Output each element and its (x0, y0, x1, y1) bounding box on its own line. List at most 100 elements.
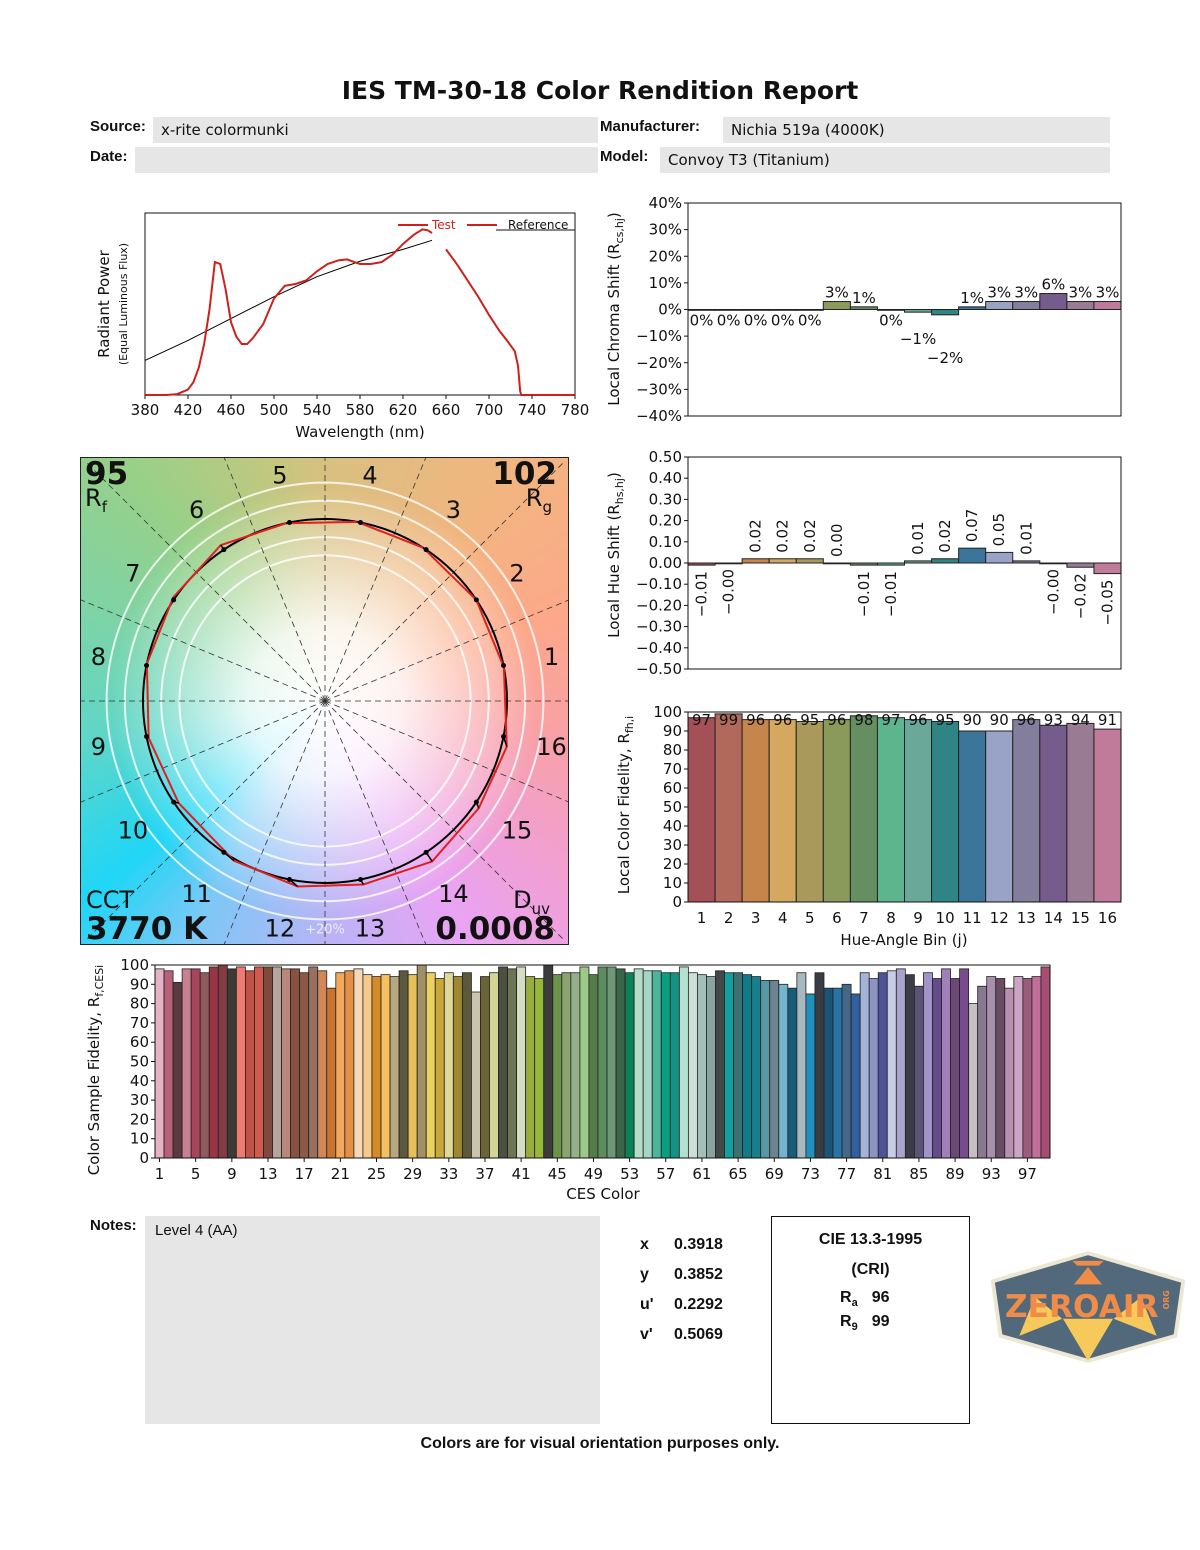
x-tick-label: 660 (432, 401, 461, 419)
bar (615, 968, 626, 1159)
x-tick-label: 16 (1098, 909, 1117, 927)
reference-spectrum-line (144, 239, 433, 361)
bar (163, 970, 174, 1159)
bar (1012, 560, 1041, 564)
local-fidelity-label: 96 (746, 711, 765, 729)
bar (434, 978, 445, 1159)
chroma-shift-label: 0% (717, 312, 741, 330)
hue-bin-boundary (324, 458, 427, 702)
bar (380, 974, 391, 1159)
x-tick-label: 11 (963, 909, 982, 927)
bar (958, 547, 987, 564)
bar (904, 974, 915, 1159)
local-fidelity-y-label-text: Local Color Fidelity, R (615, 733, 633, 894)
bar (904, 309, 933, 313)
bar (181, 968, 192, 1159)
x-tick-label: 12 (990, 909, 1009, 927)
bar (1066, 301, 1095, 311)
bar (751, 976, 762, 1159)
rf-label: Rf (85, 484, 107, 516)
reference-point (171, 799, 177, 805)
bar (534, 978, 545, 1159)
y-tick-label: 20 (130, 1110, 149, 1128)
reference-point (143, 662, 149, 668)
hue-bin-label: 13 (355, 915, 386, 943)
bar (335, 972, 346, 1159)
hue-shift-label: 0.02 (936, 519, 954, 552)
x-tick-label: 53 (620, 1165, 639, 1183)
y-tick-label: 10 (663, 874, 682, 892)
bar (741, 309, 770, 311)
bar (931, 309, 960, 316)
notes-field: Level 4 (AA) (145, 1216, 600, 1424)
bar (706, 976, 716, 1159)
hue-bin-label: 14 (438, 880, 469, 908)
hue-bin-label: 6 (189, 496, 204, 524)
hue-bin-label: 11 (181, 880, 212, 908)
x-tick-label: 5 (805, 909, 815, 927)
y-tick-label: 50 (130, 1053, 149, 1071)
chroma-shift-label: 0% (690, 312, 714, 330)
hue-bin-label: 10 (118, 816, 149, 844)
bar (768, 558, 797, 564)
bar (1039, 562, 1068, 565)
bar (769, 980, 780, 1159)
bar (1093, 562, 1122, 575)
x-tick-label: 15 (1071, 909, 1090, 927)
hue-shift-label: 0.02 (747, 519, 765, 552)
bar (1039, 293, 1068, 310)
x-tick-label: 380 (131, 401, 160, 419)
hue-shift-label: 0.01 (1017, 521, 1035, 554)
bar (913, 985, 924, 1159)
legend-reference-label: Reference (508, 218, 568, 232)
ces-fidelity-y-label-subscript: f,CESi (93, 965, 106, 997)
y-tick-label: 60 (663, 779, 682, 797)
x-tick-label: 25 (367, 1165, 386, 1183)
x-tick-label: 85 (909, 1165, 928, 1183)
reference-point (501, 662, 507, 668)
hue-shift-y-label-subscript: hs,hj (613, 478, 626, 504)
chroma-shift-label: 0% (798, 312, 822, 330)
y-tick-label: −10% (636, 327, 682, 345)
bar (642, 970, 653, 1159)
y-tick-label: 20% (649, 247, 682, 265)
footer-note: Colors are for visual orientation purpos… (420, 1435, 780, 1452)
y-tick-label: 80 (663, 741, 682, 759)
bar (795, 558, 824, 564)
chroma-shift-y-label-subscript: cs,hj (613, 218, 626, 243)
local-fidelity-label: 96 (1017, 711, 1036, 729)
ces-fidelity-y-label-text: Color Sample Fidelity, R (85, 997, 103, 1175)
bar (344, 970, 355, 1159)
hue-bin-label: 7 (125, 560, 140, 588)
bar (678, 966, 689, 1159)
hue-bin-label: 2 (509, 560, 524, 588)
bar (876, 309, 905, 311)
bar (814, 972, 825, 1159)
hue-bin-boundary (84, 700, 326, 942)
bar (1039, 724, 1068, 903)
report-title: IES TM-30-18 Color Rendition Report (341, 76, 859, 105)
reference-ring (105, 481, 545, 921)
legend-test-label: Test (431, 218, 456, 232)
date-label: Date: (90, 148, 128, 165)
chroma-shift-chart: 40%30%20%10%0%−10%−20%−30%−40%0% 0% 0% 0% 0%… (636, 194, 1122, 425)
bar (669, 972, 680, 1159)
local-fidelity-label: 96 (908, 711, 927, 729)
bar (398, 970, 409, 1159)
bar (1066, 722, 1095, 903)
x-tick-label: 37 (475, 1165, 494, 1183)
y-tick-label: 90 (130, 975, 149, 993)
x-tick-label: 620 (389, 401, 418, 419)
bar (660, 972, 671, 1159)
bar (389, 976, 400, 1159)
date-field (135, 147, 598, 173)
bar (742, 974, 753, 1159)
bar (760, 980, 771, 1159)
x-tick-label: 65 (729, 1165, 748, 1183)
bar (823, 987, 834, 1159)
bar (452, 976, 463, 1159)
bar (849, 306, 878, 310)
spectrum-chart: 380 420 460 500 540 580 620 660 700 740 780 Wavelen… (95, 212, 589, 441)
local-fidelity-label: 96 (773, 711, 792, 729)
